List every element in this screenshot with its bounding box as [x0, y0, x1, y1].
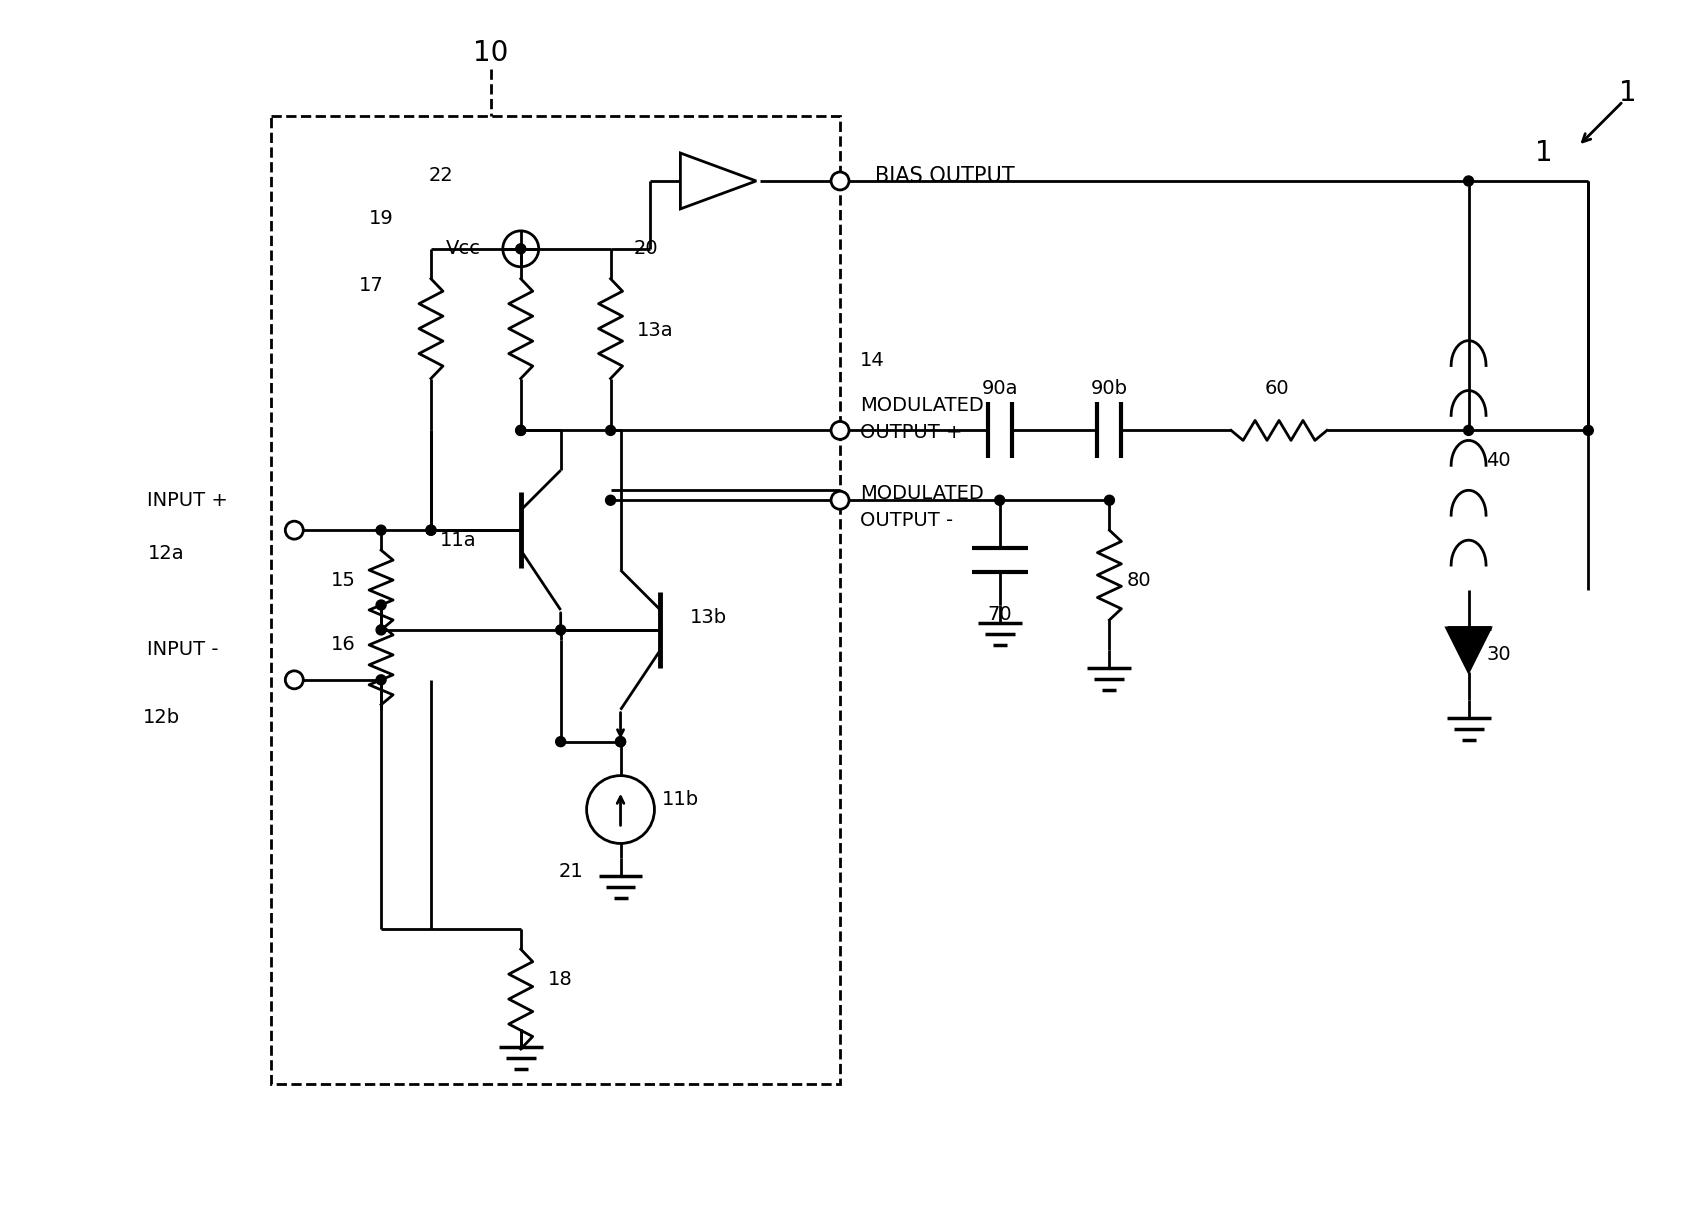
Circle shape: [426, 525, 436, 536]
Text: 13a: 13a: [637, 322, 673, 340]
Text: 16: 16: [331, 636, 356, 654]
Text: 19: 19: [368, 209, 394, 229]
Text: 18: 18: [549, 970, 573, 989]
Circle shape: [285, 671, 303, 689]
Circle shape: [615, 736, 625, 747]
Text: 90a: 90a: [982, 378, 1017, 398]
Text: 1: 1: [1619, 79, 1638, 108]
Text: 1: 1: [1535, 139, 1552, 167]
Circle shape: [516, 244, 527, 254]
Text: 22: 22: [429, 167, 453, 185]
Polygon shape: [1447, 627, 1491, 672]
Circle shape: [516, 426, 527, 435]
Circle shape: [377, 625, 387, 635]
Text: 12a: 12a: [148, 544, 186, 562]
Text: 20: 20: [634, 239, 658, 259]
Text: MODULATED: MODULATED: [861, 397, 983, 415]
Circle shape: [1104, 496, 1114, 505]
Circle shape: [516, 426, 527, 435]
Text: 30: 30: [1486, 646, 1511, 665]
Text: OUTPUT -: OUTPUT -: [861, 510, 953, 530]
Text: 13b: 13b: [690, 608, 728, 627]
Circle shape: [1464, 426, 1474, 435]
Text: 11a: 11a: [440, 531, 477, 550]
Text: Vcc: Vcc: [446, 239, 481, 259]
Text: INPUT +: INPUT +: [147, 491, 228, 510]
Text: 12b: 12b: [143, 708, 181, 728]
Text: 14: 14: [861, 351, 884, 370]
Circle shape: [605, 496, 615, 505]
Circle shape: [1583, 426, 1593, 435]
Text: 80: 80: [1126, 571, 1152, 590]
Circle shape: [832, 172, 849, 190]
Circle shape: [605, 426, 615, 435]
Text: OUTPUT +: OUTPUT +: [861, 423, 963, 442]
Text: 90b: 90b: [1091, 378, 1128, 398]
Circle shape: [832, 422, 849, 439]
Text: 17: 17: [360, 276, 383, 295]
Circle shape: [285, 521, 303, 539]
Text: MODULATED: MODULATED: [861, 484, 983, 503]
Text: 60: 60: [1264, 378, 1290, 398]
Text: 11b: 11b: [661, 789, 699, 809]
Circle shape: [377, 675, 387, 684]
Circle shape: [556, 625, 566, 635]
Text: 10: 10: [474, 39, 508, 68]
Text: BIAS OUTPUT: BIAS OUTPUT: [874, 166, 1014, 186]
Circle shape: [995, 496, 1005, 505]
Circle shape: [1464, 177, 1474, 186]
Circle shape: [377, 525, 387, 536]
Circle shape: [377, 600, 387, 611]
Bar: [271, 116, 840, 1084]
Text: 21: 21: [559, 862, 583, 881]
Text: 70: 70: [987, 606, 1012, 625]
Text: INPUT -: INPUT -: [147, 641, 218, 659]
Circle shape: [426, 525, 436, 536]
Circle shape: [556, 736, 566, 747]
Circle shape: [832, 491, 849, 509]
Text: 15: 15: [331, 571, 356, 590]
Circle shape: [615, 736, 625, 747]
Text: 40: 40: [1486, 451, 1511, 470]
